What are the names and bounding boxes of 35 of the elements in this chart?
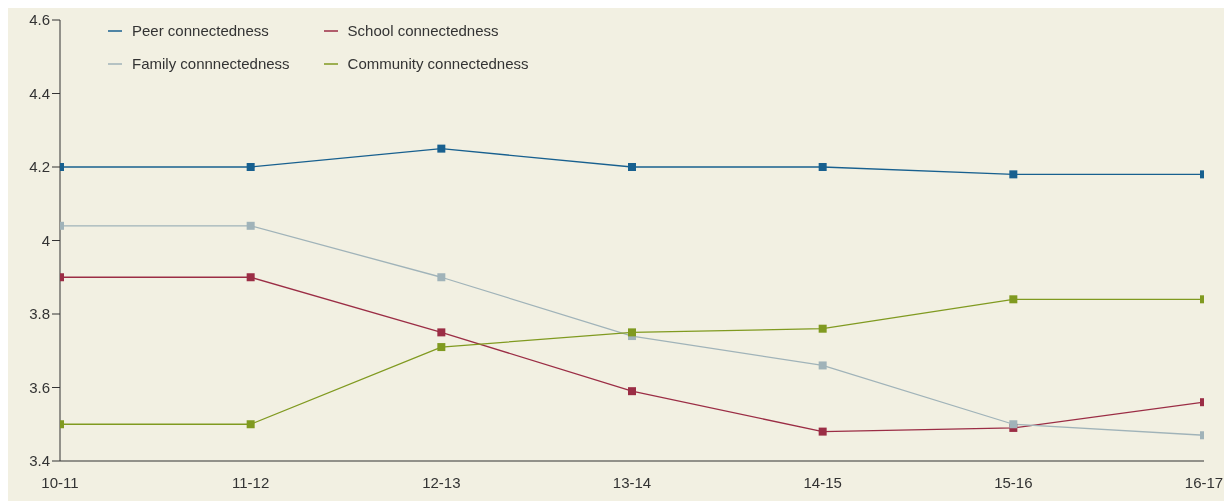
- point: [818, 324, 827, 333]
- y-tick-label: 4.4: [29, 84, 50, 102]
- point: [628, 387, 636, 396]
- legend-label: School connectedness: [347, 22, 499, 39]
- x-tick-label: 15-16: [994, 473, 1033, 491]
- point: [1009, 295, 1018, 304]
- point: [628, 328, 636, 337]
- x-tick-label: 11-12: [232, 473, 270, 491]
- point: [246, 273, 255, 282]
- point: [437, 273, 446, 282]
- x-tick-label: 10-11: [41, 473, 79, 491]
- y-tick-label: 4.6: [29, 11, 50, 29]
- legend-label: Community connectedness: [347, 55, 529, 72]
- y-tick-label: 4.2: [29, 158, 50, 176]
- x-tick-label: 13-14: [612, 473, 652, 491]
- x-tick-label: 14-15: [803, 473, 842, 491]
- y-tick-label: 4: [41, 231, 50, 249]
- y-tick-label: 3.4: [29, 452, 50, 470]
- x-tick-label: 16-17: [1184, 473, 1224, 491]
- point: [1009, 170, 1018, 179]
- point: [437, 343, 446, 352]
- point: [628, 163, 636, 171]
- point: [246, 163, 255, 171]
- point: [246, 420, 255, 429]
- point: [818, 427, 827, 436]
- point: [437, 328, 446, 337]
- point: [437, 144, 446, 153]
- y-tick-label: 3.8: [29, 305, 50, 323]
- x-tick-label: 12-13: [422, 473, 461, 491]
- point: [246, 221, 255, 230]
- legend-label: Family connnectedness: [132, 55, 290, 72]
- legend-label: Peer connectedness: [132, 22, 269, 39]
- point: [818, 163, 827, 171]
- y-tick-label: 3.6: [29, 378, 50, 396]
- point: [818, 361, 827, 370]
